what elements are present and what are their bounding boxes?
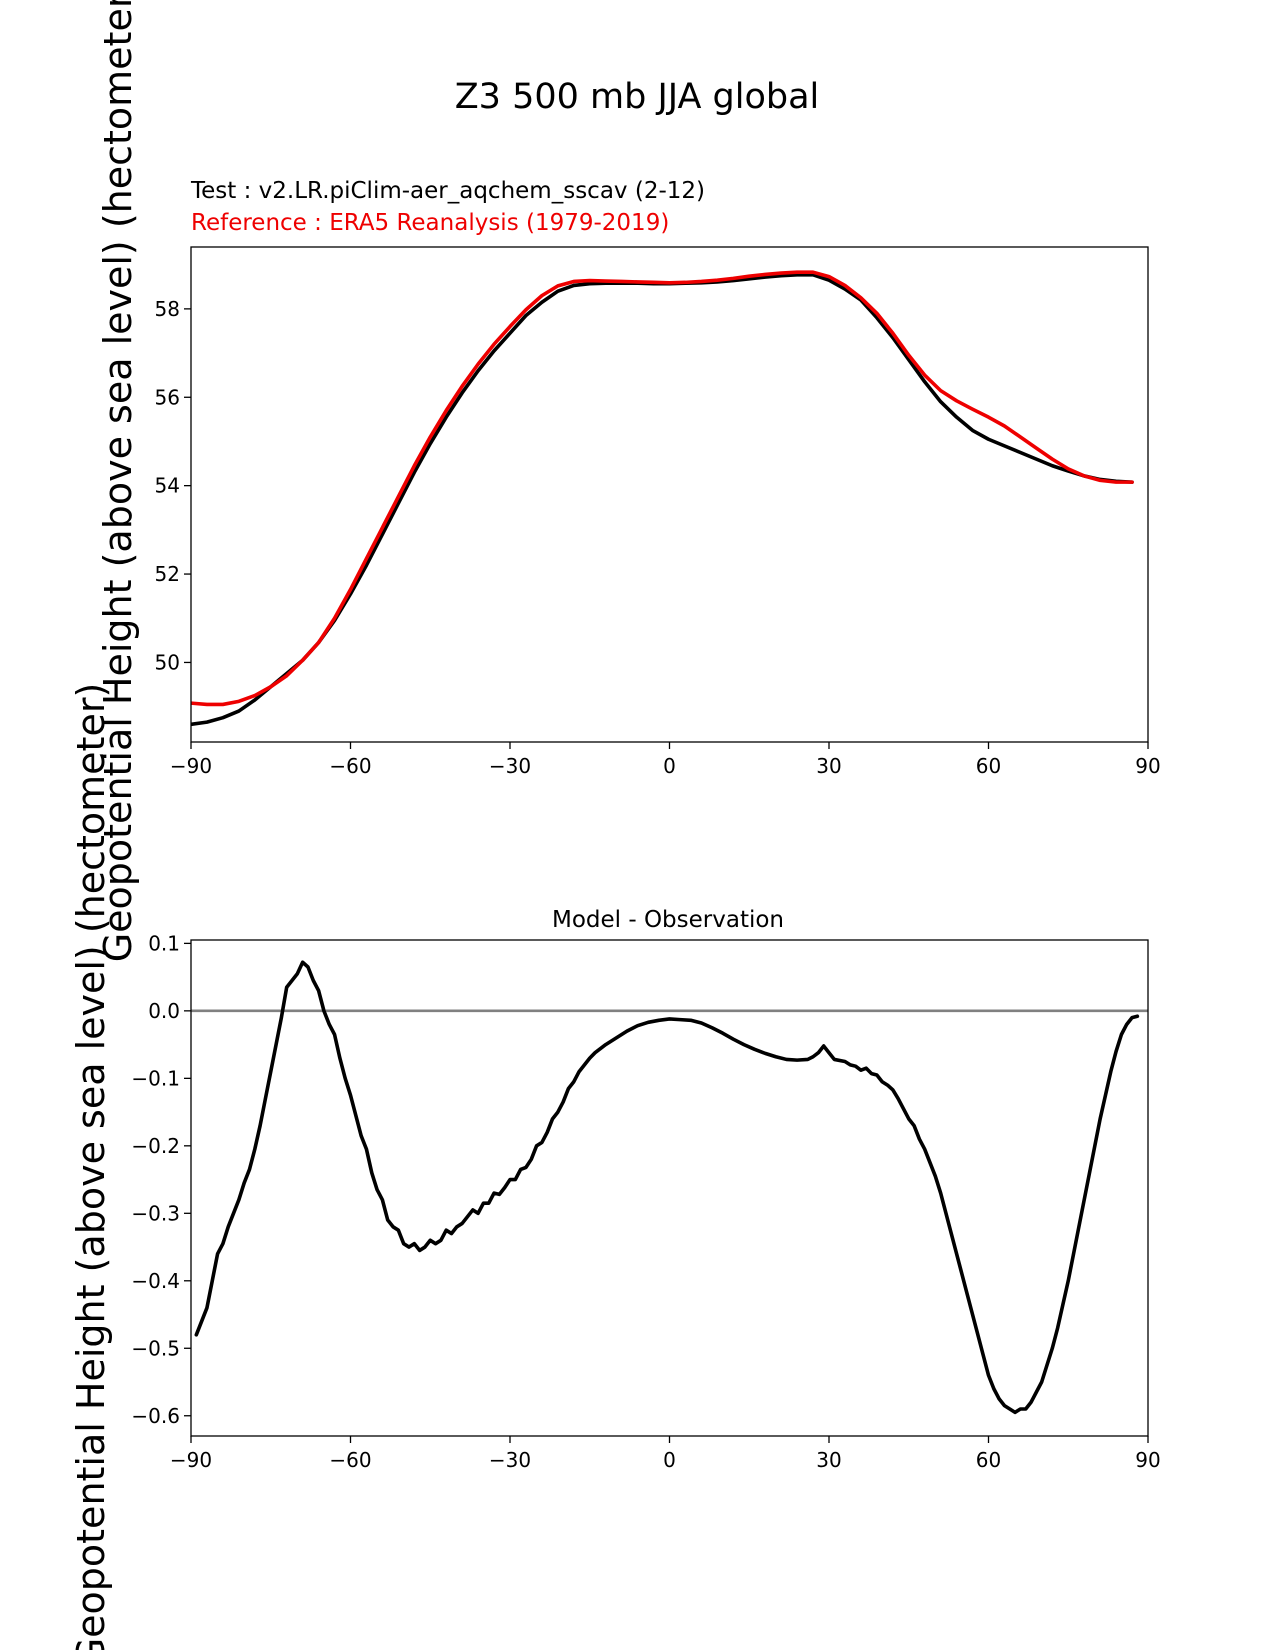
bottom-y-tick-label: −0.2 (131, 1134, 180, 1158)
top-x-tick-label: 30 (816, 754, 841, 778)
bottom-x-tick-label: 60 (976, 1448, 1001, 1472)
top-series-reference-line (191, 270, 1134, 707)
bottom-x-tick-label: 30 (816, 1448, 841, 1472)
top-y-tick-label: 52 (155, 562, 180, 586)
test-label: Test : v2.LR.piClim-aer_aqchem_sscav (2-… (190, 178, 705, 204)
bottom-y-tick-label: −0.4 (131, 1269, 180, 1293)
diff-title: Model - Observation (552, 907, 784, 933)
top-series-test-line (191, 273, 1134, 727)
bottom-y-tick-label: 0.0 (148, 999, 180, 1023)
bottom-x-tick-label: 90 (1135, 1448, 1160, 1472)
bottom-x-tick-label: −60 (329, 1448, 371, 1472)
top-y-tick-label: 58 (155, 297, 180, 321)
top-x-tick-label: −90 (170, 754, 212, 778)
top-x-tick-label: −60 (329, 754, 371, 778)
bottom-y-tick-label: −0.3 (131, 1201, 180, 1225)
bottom-y-tick-label: −0.6 (131, 1404, 180, 1428)
top-y-axis-label: Geopotential Height (above sea level) (h… (96, 0, 140, 962)
bottom-series-difference-line (194, 960, 1140, 1415)
bottom-y-tick-label: −0.5 (131, 1336, 180, 1360)
top-y-tick-label: 54 (155, 474, 180, 498)
bottom-axes-frame (190, 939, 1149, 1437)
top-x-tick-label: 0 (663, 754, 676, 778)
top-axes: −90 −60 −30 0 30 60 90 50 52 54 56 58 (155, 246, 1161, 778)
bottom-axes: −90 −60 −30 0 30 60 90 0.1 0.0 −0.1 −0.2 −0.3 −0.4 −0… (131, 931, 1160, 1472)
bottom-y-tick-label: 0.1 (148, 931, 180, 955)
figure-title: Z3 500 mb JJA global (455, 77, 820, 117)
bottom-y-tick-label: −0.1 (131, 1066, 180, 1090)
top-x-tick-label: −30 (489, 754, 531, 778)
top-y-tick-label: 50 (155, 650, 180, 674)
top-axes-frame (190, 246, 1149, 743)
bottom-x-tick-label: −30 (489, 1448, 531, 1472)
top-x-tick-label: 90 (1135, 754, 1160, 778)
top-x-tick-label: 60 (976, 754, 1001, 778)
bottom-x-tick-label: 0 (663, 1448, 676, 1472)
top-y-tick-label: 56 (155, 385, 180, 409)
bottom-x-tick-label: −90 (170, 1448, 212, 1472)
bottom-y-axis-label: Geopotential Height (above sea level) (h… (69, 683, 113, 1650)
reference-label: Reference : ERA5 Reanalysis (1979-2019) (191, 210, 669, 236)
